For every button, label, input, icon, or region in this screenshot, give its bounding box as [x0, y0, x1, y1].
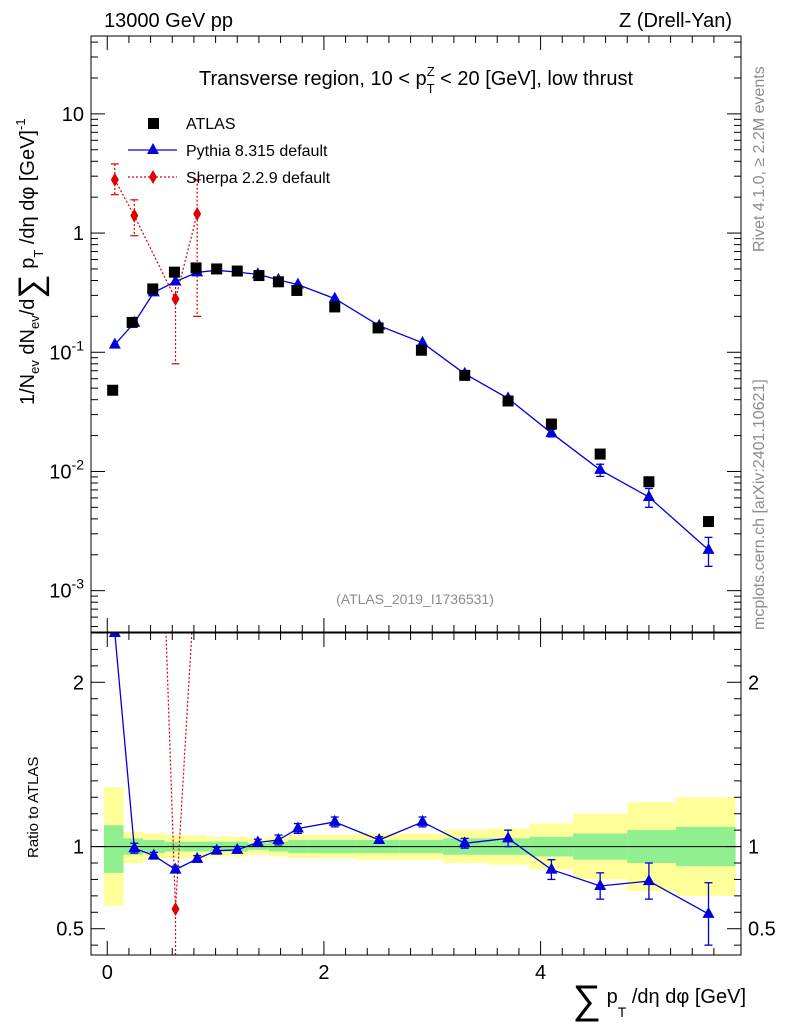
atlas-point	[126, 316, 138, 328]
pythia-ratio-point	[210, 843, 223, 855]
sherpa-ratio-point	[171, 902, 180, 916]
pythia-ratio-point	[169, 862, 182, 874]
atlas-point	[643, 476, 655, 488]
pythia-ratio-point	[416, 814, 429, 826]
atlas-point	[372, 322, 384, 334]
sherpa-point	[193, 206, 202, 221]
pythia-ratio-point	[502, 831, 515, 843]
atlas-point	[329, 301, 341, 313]
legend: ATLAS Pythia 8.315 default Sherpa 2.2.9 …	[128, 116, 331, 187]
pythia-point	[642, 490, 655, 502]
sherpa-ratio-line	[165, 633, 193, 910]
atlas-point	[253, 270, 265, 282]
sherpa-point	[171, 291, 180, 306]
pythia-ratio-point	[147, 848, 160, 860]
pythia-ratio-point	[272, 833, 285, 844]
main-y-ticks: 10-3 10-2 10-1 1 10	[49, 36, 741, 632]
main-content	[107, 163, 715, 567]
pythia-ratio-point	[128, 841, 141, 853]
atlas-point	[459, 369, 471, 381]
atlas-point	[190, 262, 202, 274]
pythia-point	[416, 335, 429, 347]
ratio-xlabel: ∑ pT /dη dφ [GeV]	[573, 978, 746, 1022]
mcplots-label: mcplots.cern.ch [arXiv:2401.10621]	[751, 379, 768, 630]
pythia-point	[169, 274, 182, 286]
pythia-ratio-point	[231, 842, 244, 854]
ratio-ticks: 0.5 0.5 1 1 2 2 0 2 4	[56, 633, 776, 984]
pythia-point	[545, 426, 558, 438]
legend-sherpa-label: Sherpa 2.2.9 default	[186, 170, 331, 187]
main-ytick-label: 10	[62, 104, 84, 126]
reference-label: (ATLAS_2019_I1736531)	[336, 591, 494, 607]
main-ytick-label: 1	[73, 223, 84, 245]
main-title: Transverse region, 10 < pZ T < 20 [GeV], …	[199, 64, 633, 96]
atlas-point	[291, 284, 303, 296]
atlas-point	[545, 418, 557, 430]
ratio-xtick-label: 4	[535, 962, 546, 984]
legend-pythia: Pythia 8.315 default	[128, 143, 328, 160]
pythia-ratio-point	[458, 836, 471, 848]
ratio-ytick-label-left: 2	[73, 672, 84, 694]
ratio-xtick-label: 0	[102, 962, 113, 984]
atlas-point	[272, 276, 284, 288]
pythia-ratio-point	[191, 851, 204, 863]
ratio-panel: 0.5 0.5 1 1 2 2 0 2 4 Ratio to ATLAS ∑ pT /dη dφ…	[25, 632, 776, 1022]
legend-atlas-label: ATLAS	[186, 116, 236, 133]
legend-sherpa: Sherpa 2.2.9 default	[128, 170, 331, 187]
header-left: 13000 GeV pp	[104, 10, 233, 32]
header-right: Z (Drell-Yan)	[619, 10, 732, 32]
ratio-ytick-label-left: 0.5	[56, 919, 84, 941]
pythia-ratio-point	[328, 814, 341, 826]
pythia-point	[328, 291, 341, 303]
ratio-ylabel: Ratio to ATLAS	[25, 757, 42, 858]
ratio-ytick-label-right: 1	[748, 837, 759, 859]
atlas-point	[147, 283, 159, 295]
pythia-ratio-point	[545, 862, 558, 874]
pythia-point	[702, 542, 715, 554]
main-ytick-label: 10-2	[49, 456, 84, 483]
pythia-line	[114, 269, 709, 551]
legend-sherpa-marker	[149, 170, 157, 184]
ratio-ytick-label-right: 0.5	[748, 919, 776, 941]
ratio-frame	[90, 632, 742, 956]
main-ytick-label: 10-3	[49, 576, 84, 603]
atlas-point	[107, 384, 119, 396]
sherpa-point	[130, 208, 139, 223]
legend-pythia-marker	[147, 143, 159, 154]
atlas-point	[231, 265, 243, 277]
rivet-label: Rivet 4.1.0, ≥ 2.2M events	[751, 66, 768, 252]
main-frame	[90, 35, 742, 633]
legend-atlas: ATLAS	[148, 116, 236, 133]
atlas-point	[168, 266, 180, 278]
ratio-ytick-label-left: 1	[73, 837, 84, 859]
legend-pythia-label: Pythia 8.315 default	[186, 143, 328, 160]
atlas-point	[502, 395, 514, 407]
pythia-ratio-point	[373, 833, 386, 844]
pythia-ratio-point	[642, 874, 655, 886]
pythia-point	[594, 462, 607, 474]
ratio-band-inner	[104, 825, 124, 873]
atlas-point	[211, 263, 223, 275]
title-sup: Z	[427, 64, 435, 79]
atlas-point	[594, 448, 606, 460]
main-ytick-label: 10-1	[49, 337, 84, 364]
legend-atlas-marker	[148, 118, 159, 129]
pythia-point	[108, 337, 121, 349]
pythia-ratio-point	[702, 906, 715, 918]
atlas-point	[415, 344, 427, 356]
sherpa-line	[114, 179, 198, 301]
main-ylabel: 1/Nev dNev/d∑ pT /dη dφ [GeV]-1	[12, 118, 50, 405]
pythia-ratio-point	[291, 821, 304, 833]
ratio-content	[91, 633, 741, 955]
title-sub: T	[427, 81, 435, 96]
main-panel: Transverse region, 10 < pZ T < 20 [GeV], …	[12, 35, 742, 633]
ratio-xtick-label: 2	[318, 962, 329, 984]
sherpa-point	[110, 172, 119, 187]
pythia-ratio-point	[251, 835, 264, 847]
pythia-ratio-point	[594, 879, 607, 890]
atlas-point	[703, 516, 714, 528]
ratio-ytick-label-right: 2	[748, 672, 759, 694]
pythia-ratio-point	[108, 633, 121, 637]
